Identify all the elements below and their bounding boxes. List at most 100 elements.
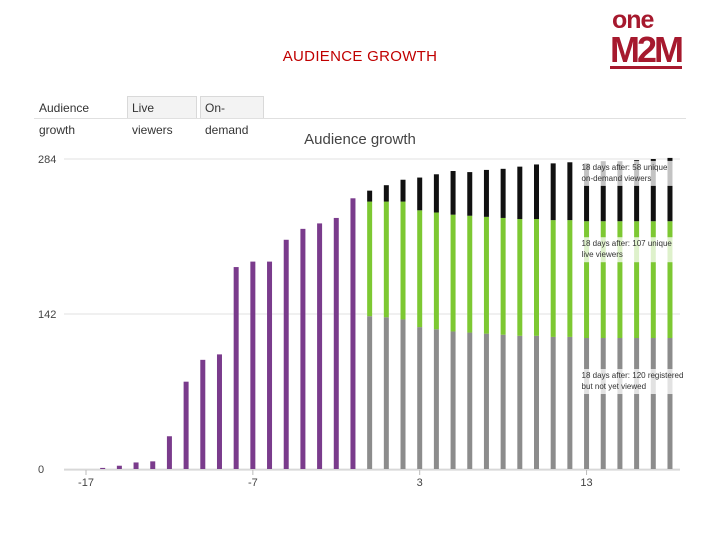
tab-live-viewers[interactable]: Live viewers [127,96,197,137]
bar-live [550,220,556,337]
bar-live [500,217,506,335]
bar-live [367,201,373,317]
bar-ondemand [400,179,406,202]
bar-pre_event [166,436,172,469]
bar-registered [567,336,573,469]
bar-live [467,215,473,333]
bar-ondemand [533,164,539,220]
bar-ondemand [550,163,556,221]
bar-registered [617,338,623,469]
x-tick-label: -7 [248,477,258,489]
bar-pre_event [150,461,156,469]
bar-ondemand [483,169,489,217]
bar-registered [634,338,640,469]
tab-on-demand[interactable]: On-demand [200,96,264,137]
bar-registered [667,338,673,469]
annotation-text-live: live viewers [582,250,623,259]
bar-registered [517,335,523,469]
bar-ondemand [650,159,656,222]
bar-live [383,201,389,318]
bar-ondemand [600,161,606,222]
x-tick-label: 3 [417,477,423,489]
bar-registered [550,336,556,469]
annotation-bg [579,160,686,186]
slide-title: AUDIENCE GROWTH [282,48,438,65]
axis-layer: 0 142 284 -17 -7 3 13 [38,154,593,489]
annotation-text-registered: 18 days after: 120 registered [582,371,684,380]
onem2m-logo: one M2M [610,6,684,70]
bar-live [533,219,539,336]
bar-ondemand [467,172,473,216]
bar-pre_event [250,261,256,469]
bar-pre_event [116,465,122,469]
bar-live [584,221,590,339]
bar-pre_event [183,381,189,469]
bar-registered [600,338,606,469]
x-tick-label: 13 [580,477,592,489]
bars-layer [100,157,673,469]
bar-ondemand [634,160,640,222]
bar-pre_event [317,223,323,469]
bar-ondemand [617,161,623,222]
bar-live [400,201,406,320]
bar-pre_event [200,359,206,469]
annotation-text-ondemand: 18 days after: 58 unique [582,163,668,172]
annotation-layer: 18 days after: 58 unique on-demand viewer… [579,160,686,395]
x-tick-label: -17 [78,477,94,489]
y-tick-label: 142 [38,309,56,321]
bar-ondemand [667,157,673,222]
bar-pre_event [350,198,356,469]
audience-growth-chart: Audience growth 0 142 284 -17 -7 3 13 18 days … [38,131,686,489]
bar-live [450,214,456,332]
bar-live [417,210,423,328]
chart-title: Audience growth [304,131,416,148]
bar-live [567,220,573,337]
bar-ondemand [584,163,590,222]
bar-ondemand [433,174,439,213]
bar-live [617,221,623,339]
bar-registered [450,331,456,469]
y-tick-label: 0 [38,464,44,476]
bar-registered [650,338,656,469]
logo-text-m2m: M2M [610,29,684,70]
bar-registered [483,333,489,469]
bar-live [517,219,523,336]
bar-live [483,216,489,334]
bar-live [433,212,439,330]
bar-pre_event [216,354,222,469]
y-tick-label: 284 [38,154,56,166]
chart-panel: Audience growth Live viewers On-demand A… [34,92,686,496]
bar-ondemand [383,185,389,202]
bar-live [650,221,656,339]
bar-pre_event [233,267,239,469]
bar-pre_event [100,467,106,469]
bar-registered [417,327,423,469]
bar-registered [533,335,539,469]
bar-live [634,221,640,339]
bar-pre_event [133,462,139,469]
bar-ondemand [450,171,456,215]
bar-registered [400,319,406,469]
annotation-text-registered: but not yet viewed [582,382,646,391]
bar-ondemand [417,177,423,211]
bar-registered [367,316,373,469]
bar-ondemand [517,166,523,220]
logo-text-one: one [612,6,654,34]
bar-live [600,221,606,339]
tab-audience-growth[interactable]: Audience growth [34,96,124,137]
bar-pre_event [267,261,273,469]
bar-ondemand [567,162,573,221]
bar-registered [433,329,439,469]
logo-underline [610,66,682,69]
annotation-bg [579,369,686,395]
bar-pre_event [333,217,339,469]
tab-divider [34,118,686,119]
annotation-bg [579,237,686,263]
bar-registered [467,332,473,469]
bar-pre_event [300,228,306,469]
bar-registered [383,317,389,469]
annotation-text-live: 18 days after: 107 unique [582,239,673,248]
bar-live [667,221,673,339]
bar-registered [584,338,590,469]
bar-ondemand [367,190,373,202]
